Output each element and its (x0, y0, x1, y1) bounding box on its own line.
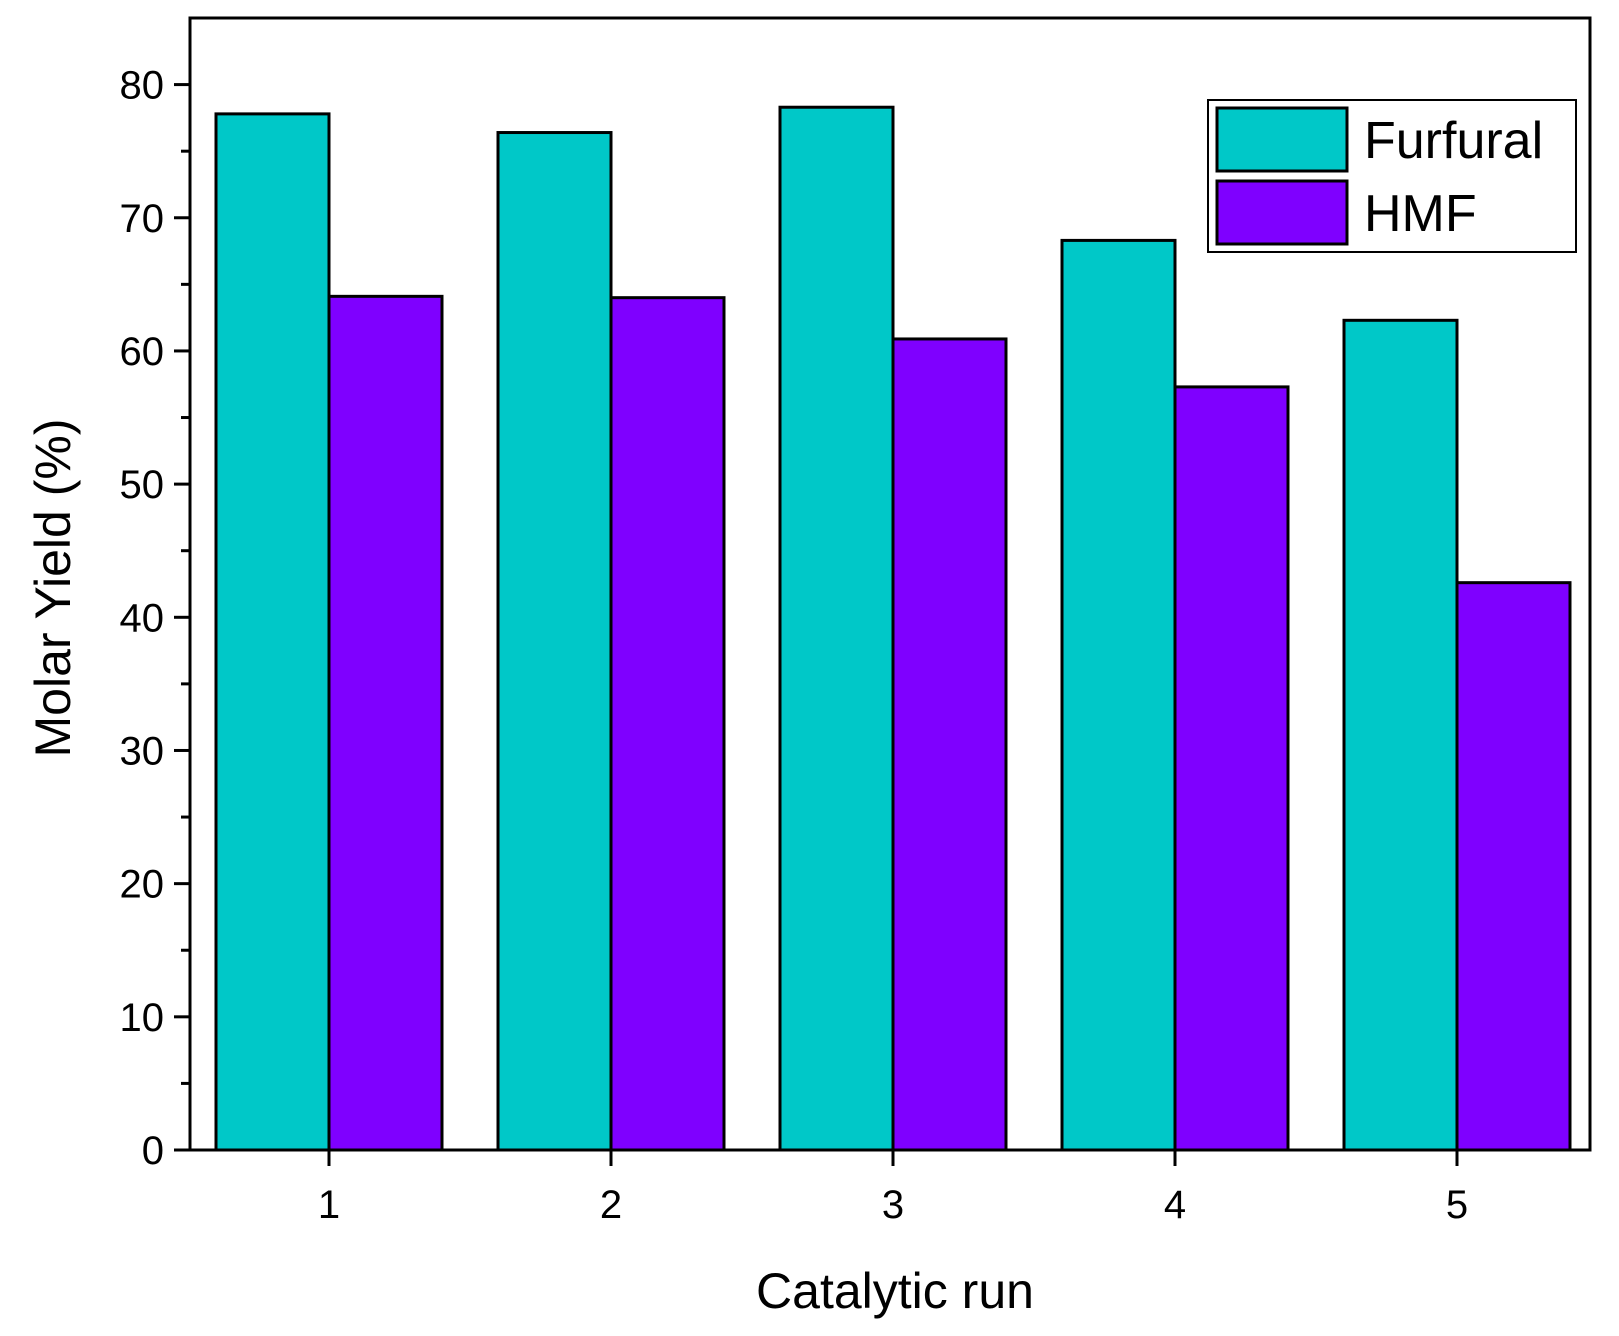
y-tick-label: 60 (120, 330, 165, 374)
bar-furfural-run-1 (214, 112, 331, 1152)
y-tick-label: 0 (142, 1129, 164, 1173)
x-axis-title: Catalytic run (756, 1263, 1034, 1319)
axes-group (188, 16, 1592, 1152)
y-tick-label: 50 (120, 463, 165, 507)
x-tick-label: 2 (600, 1183, 622, 1227)
y-tick-label: 10 (120, 996, 165, 1040)
bar-hmf-run-5 (1455, 581, 1572, 1152)
y-tick-label: 80 (120, 64, 165, 108)
y-tick-label: 30 (120, 729, 165, 773)
x-tick-label: 5 (1446, 1183, 1468, 1227)
y-axis-title: Molar Yield (%) (25, 419, 81, 758)
bars-group (214, 105, 1572, 1152)
legend-label-furfural: Furfural (1364, 112, 1543, 170)
legend: Furfural HMF (1207, 99, 1577, 253)
plot-frame (188, 16, 1592, 1152)
y-tick-label: 40 (120, 596, 165, 640)
bar-furfural-run-4 (1060, 238, 1177, 1152)
ticks-group: 0 10 20 30 40 50 60 70 80 1 2 3 4 5 (120, 64, 1469, 1227)
y-tick-label: 70 (120, 197, 165, 241)
x-tick-label: 4 (1164, 1183, 1186, 1227)
bar-hmf-run-2 (609, 296, 726, 1152)
bar-hmf-run-4 (1173, 385, 1290, 1152)
bar-furfural-run-2 (496, 131, 613, 1152)
bar-furfural-run-3 (778, 105, 895, 1152)
bar-furfural-run-5 (1342, 318, 1459, 1152)
x-tick-label: 3 (882, 1183, 904, 1227)
y-tick-label: 20 (120, 863, 165, 907)
bar-hmf-run-3 (891, 337, 1008, 1152)
bar-hmf-run-1 (327, 294, 444, 1152)
x-tick-label: 1 (318, 1183, 340, 1227)
legend-swatch-hmf (1215, 179, 1349, 246)
legend-label-hmf: HMF (1364, 185, 1477, 243)
legend-swatch-furfural (1215, 106, 1349, 173)
